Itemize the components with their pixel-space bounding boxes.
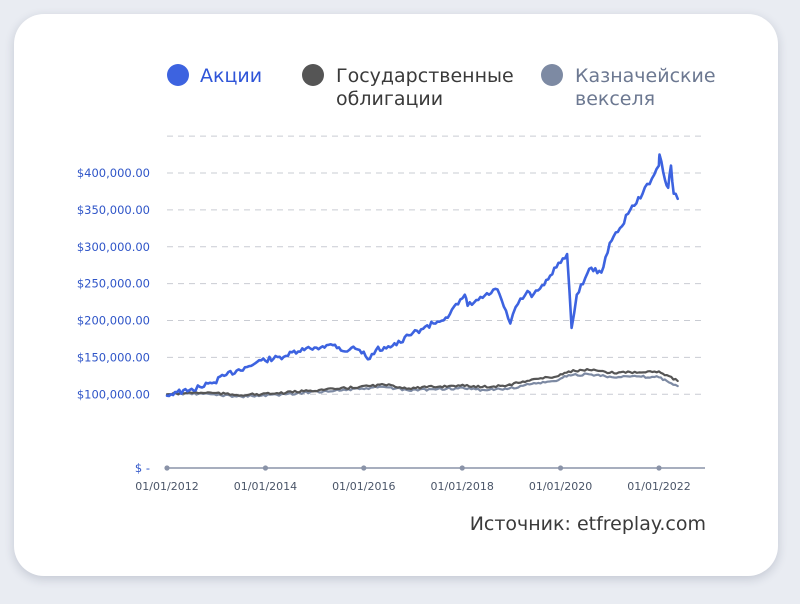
y-tick-label: $100,000.00 [77, 387, 150, 401]
legend-label: облигации [336, 88, 443, 110]
y-tick-label: $250,000.00 [77, 277, 150, 291]
legend-item-stocks: Акции [167, 64, 262, 87]
legend-marker [302, 64, 324, 86]
x-tick-label: 01/01/2018 [431, 480, 494, 493]
series-line-gov-bonds [165, 368, 679, 397]
y-tick-label: $ - [135, 461, 150, 475]
x-tick-mark [262, 465, 269, 471]
x-tick-label: 01/01/2020 [529, 480, 592, 493]
x-tick-mark [459, 465, 465, 471]
y-tick-label: $300,000.00 [77, 240, 150, 254]
source-note: Источник: etfreplay.com [470, 513, 706, 535]
legend-marker [167, 64, 189, 86]
gridlines [167, 135, 705, 395]
legend-label: Акции [200, 65, 262, 87]
series-lines [165, 153, 679, 399]
chart-card [14, 14, 778, 576]
x-tick-mark [164, 465, 170, 471]
x-tick-label: 01/01/2016 [332, 480, 395, 493]
series-line-stocks [165, 153, 679, 398]
legend-label: Казначейские [575, 65, 716, 87]
y-tick-label: $350,000.00 [77, 203, 150, 217]
y-axis-ticks: $ - $100,000.00 $150,000.00 $200,000.00 $250… [77, 166, 150, 475]
x-axis-ticks: 01/01/2012 01/01/2014 01/01/2016 01/01/2018… [135, 465, 691, 493]
x-tick-label: 01/01/2012 [135, 480, 198, 493]
legend-label: векселя [575, 88, 655, 110]
series-line-treasury-bills [165, 372, 679, 399]
x-tick-mark [557, 465, 564, 471]
x-tick-label: 01/01/2022 [627, 480, 690, 493]
x-tick-mark [361, 465, 367, 471]
legend-label: Государственные [336, 65, 514, 87]
x-tick-label: 01/01/2014 [234, 480, 297, 493]
y-tick-label: $200,000.00 [77, 314, 150, 328]
x-tick-mark [656, 465, 662, 471]
legend-marker [541, 64, 563, 86]
y-tick-label: $150,000.00 [77, 350, 150, 364]
y-tick-label: $400,000.00 [77, 166, 150, 180]
